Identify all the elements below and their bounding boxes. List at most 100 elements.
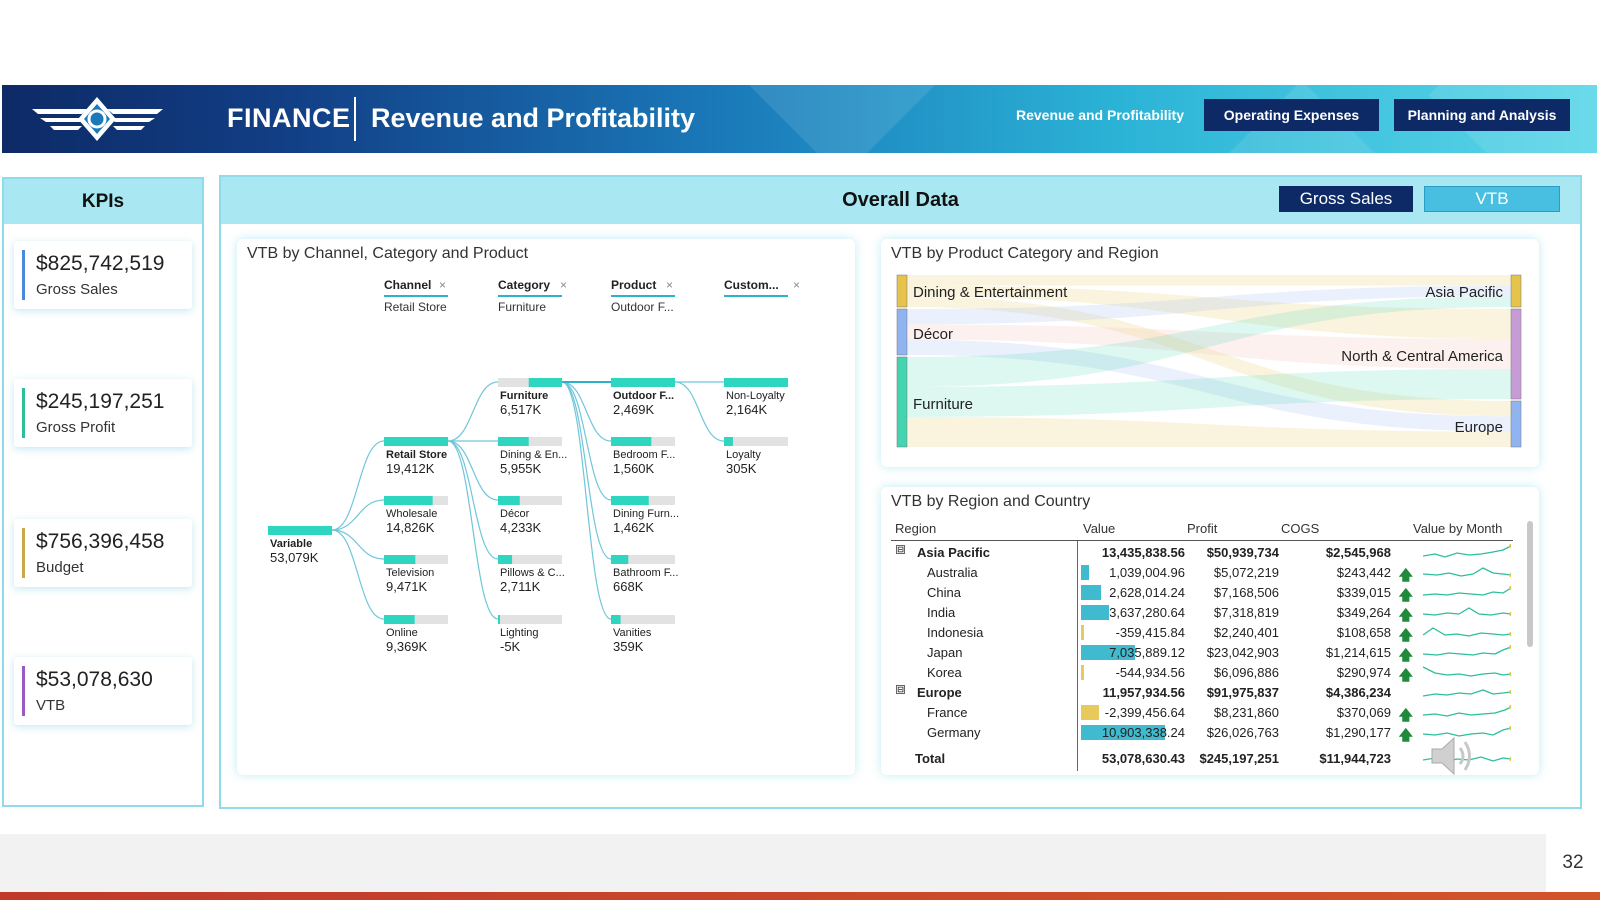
collapse-icon[interactable]: ⊟	[896, 685, 905, 694]
header-divider	[354, 97, 356, 141]
col-header-profit[interactable]: Profit	[1187, 521, 1218, 536]
col-header-value-by-month[interactable]: Value by Month	[1413, 521, 1503, 536]
tree-bar-track	[611, 615, 675, 624]
tree-bar-track	[498, 437, 562, 446]
nav-planning-analysis[interactable]: Planning and Analysis	[1394, 99, 1570, 131]
tree-node-value: 1,560K	[613, 461, 655, 476]
collapse-icon[interactable]: ⊟	[896, 545, 905, 554]
table-title: VTB by Region and Country	[891, 493, 1091, 510]
kpi-label: Gross Sales	[36, 281, 118, 298]
toggle-gross-sales[interactable]: Gross Sales	[1279, 186, 1413, 212]
tree-node-value: 2,469K	[613, 402, 655, 417]
country-row[interactable]: China 2,628,014.24 $7,168,506 $339,015 🡅	[891, 583, 1523, 603]
sankey-node-right	[1510, 274, 1522, 308]
tree-link	[561, 381, 612, 620]
country-row[interactable]: France -2,399,456.64 $8,231,860 $370,069 🡅	[891, 703, 1523, 723]
total-label: Total	[915, 751, 946, 766]
brand-label: FINANCE	[227, 103, 351, 133]
tree-node-label: Décor	[500, 508, 530, 520]
country-row[interactable]: Japan 7,035,889.12 $23,042,903 $1,214,615 🡅	[891, 643, 1523, 663]
overall-data-panel: Overall Data Gross Sales VTB VTB by Chan…	[219, 175, 1582, 809]
row-profit: $7,318,819	[1213, 605, 1279, 620]
kpi-card-gross-profit[interactable]: $245,197,251 Gross Profit	[14, 379, 192, 447]
row-profit: $7,168,506	[1213, 585, 1279, 600]
kpi-card-budget[interactable]: $756,396,458 Budget	[14, 519, 192, 587]
tree-link	[561, 381, 612, 501]
speaker-icon[interactable]	[1428, 730, 1480, 782]
country-row[interactable]: Korea -544,934.56 $6,096,886 $290,974 🡅	[891, 663, 1523, 683]
tree-node-category[interactable]: Dining & En...5,955K	[498, 437, 567, 476]
trend-up-arrow-icon: 🡅	[1398, 647, 1413, 663]
row-value: 11,957,934.56	[1102, 685, 1185, 700]
nav-revenue-profitability[interactable]: Revenue and Profitability	[1015, 107, 1185, 123]
row-cogs: $339,015	[1336, 585, 1391, 600]
value-databar	[1081, 665, 1084, 680]
value-databar	[1081, 625, 1084, 640]
table-scrollbar[interactable]	[1527, 521, 1533, 647]
table-total-row: Total 53,078,630.43 $245,197,251 $11,944…	[891, 749, 1523, 769]
tree-node-label: Retail Store	[386, 449, 447, 461]
country-row[interactable]: Germany 10,903,338.24 $26,026,763 $1,290,17…	[891, 723, 1523, 743]
sankey-left-label: Furniture	[913, 396, 974, 413]
kpi-panel: KPIs $825,742,519 Gross Sales $245,197,2…	[2, 177, 204, 807]
sparkline	[1423, 689, 1511, 697]
col-header-value[interactable]: Value	[1083, 521, 1116, 536]
sparkline	[1423, 567, 1511, 577]
row-name: France	[927, 705, 968, 720]
sankey-flow	[907, 417, 1511, 447]
country-row[interactable]: Australia 1,039,004.96 $5,072,219 $243,442 🡅	[891, 563, 1523, 583]
row-value: 1,039,004.96	[1109, 565, 1185, 580]
column-divider	[1077, 541, 1078, 771]
col-header-region[interactable]: Region	[895, 521, 937, 536]
tree-level-close-icon: ×	[439, 278, 446, 292]
sankey-chart[interactable]	[881, 239, 1539, 467]
col-header-cogs[interactable]: COGS	[1281, 521, 1320, 536]
tree-level-header: Product	[611, 278, 656, 292]
trend-up-arrow-icon: 🡅	[1398, 627, 1413, 643]
tree-node-product[interactable]: Outdoor F...2,469K	[611, 378, 675, 417]
country-row[interactable]: India 3,637,280.64 $7,318,819 $349,264 🡅	[891, 603, 1523, 623]
sparkline	[1423, 726, 1511, 737]
tree-node-value: 305K	[726, 461, 757, 476]
kpi-value: $245,197,251	[36, 390, 165, 413]
row-value: 7,035,889.12	[1109, 645, 1185, 660]
tree-level-underline	[724, 295, 788, 297]
row-profit: $50,939,734	[1206, 545, 1279, 560]
company-logo-icon	[32, 97, 163, 141]
tree-bar-fill	[498, 496, 520, 505]
tree-node-category[interactable]: Pillows & C...2,711K	[498, 555, 565, 594]
kpi-card-gross-sales[interactable]: $825,742,519 Gross Sales	[14, 241, 192, 309]
kpi-value: $53,078,630	[36, 668, 153, 691]
kpi-accent-bar	[22, 250, 25, 300]
row-value: -544,934.56	[1115, 665, 1185, 680]
kpi-card-vtb[interactable]: $53,078,630 VTB	[14, 657, 192, 725]
tree-node-category[interactable]: Lighting-5K	[498, 615, 562, 654]
toggle-vtb[interactable]: VTB	[1424, 186, 1560, 212]
tree-node-product[interactable]: Dining Furn...1,462K	[611, 496, 679, 535]
decomposition-tree[interactable]: Channel × Retail Store Category × Furniture Pr…	[237, 239, 855, 775]
tree-link	[561, 381, 612, 442]
nav-operating-expenses[interactable]: Operating Expenses	[1204, 99, 1379, 131]
row-cogs: $2,545,968	[1325, 545, 1391, 560]
country-row[interactable]: Indonesia -359,415.84 $2,240,401 $108,658 🡅	[891, 623, 1523, 643]
decomposition-tree-card: VTB by Channel, Category and Product Cha…	[237, 239, 855, 775]
table-body: ⊟ Asia Pacific 13,435,838.56 $50,939,734 $2,…	[891, 543, 1523, 747]
tree-node-product[interactable]: Bathroom F...668K	[611, 555, 678, 594]
tree-node-product[interactable]: Bedroom F...1,560K	[611, 437, 675, 476]
row-name: Germany	[927, 725, 981, 740]
region-row[interactable]: ⊟ Asia Pacific 13,435,838.56 $50,939,734 $2,…	[891, 543, 1523, 563]
tree-node-value: 5,955K	[500, 461, 542, 476]
tree-node-value: 359K	[613, 639, 644, 654]
region-row[interactable]: ⊟ Europe 11,957,934.56 $91,975,837 $4,386,23…	[891, 683, 1523, 703]
tree-bar-fill	[611, 378, 675, 387]
